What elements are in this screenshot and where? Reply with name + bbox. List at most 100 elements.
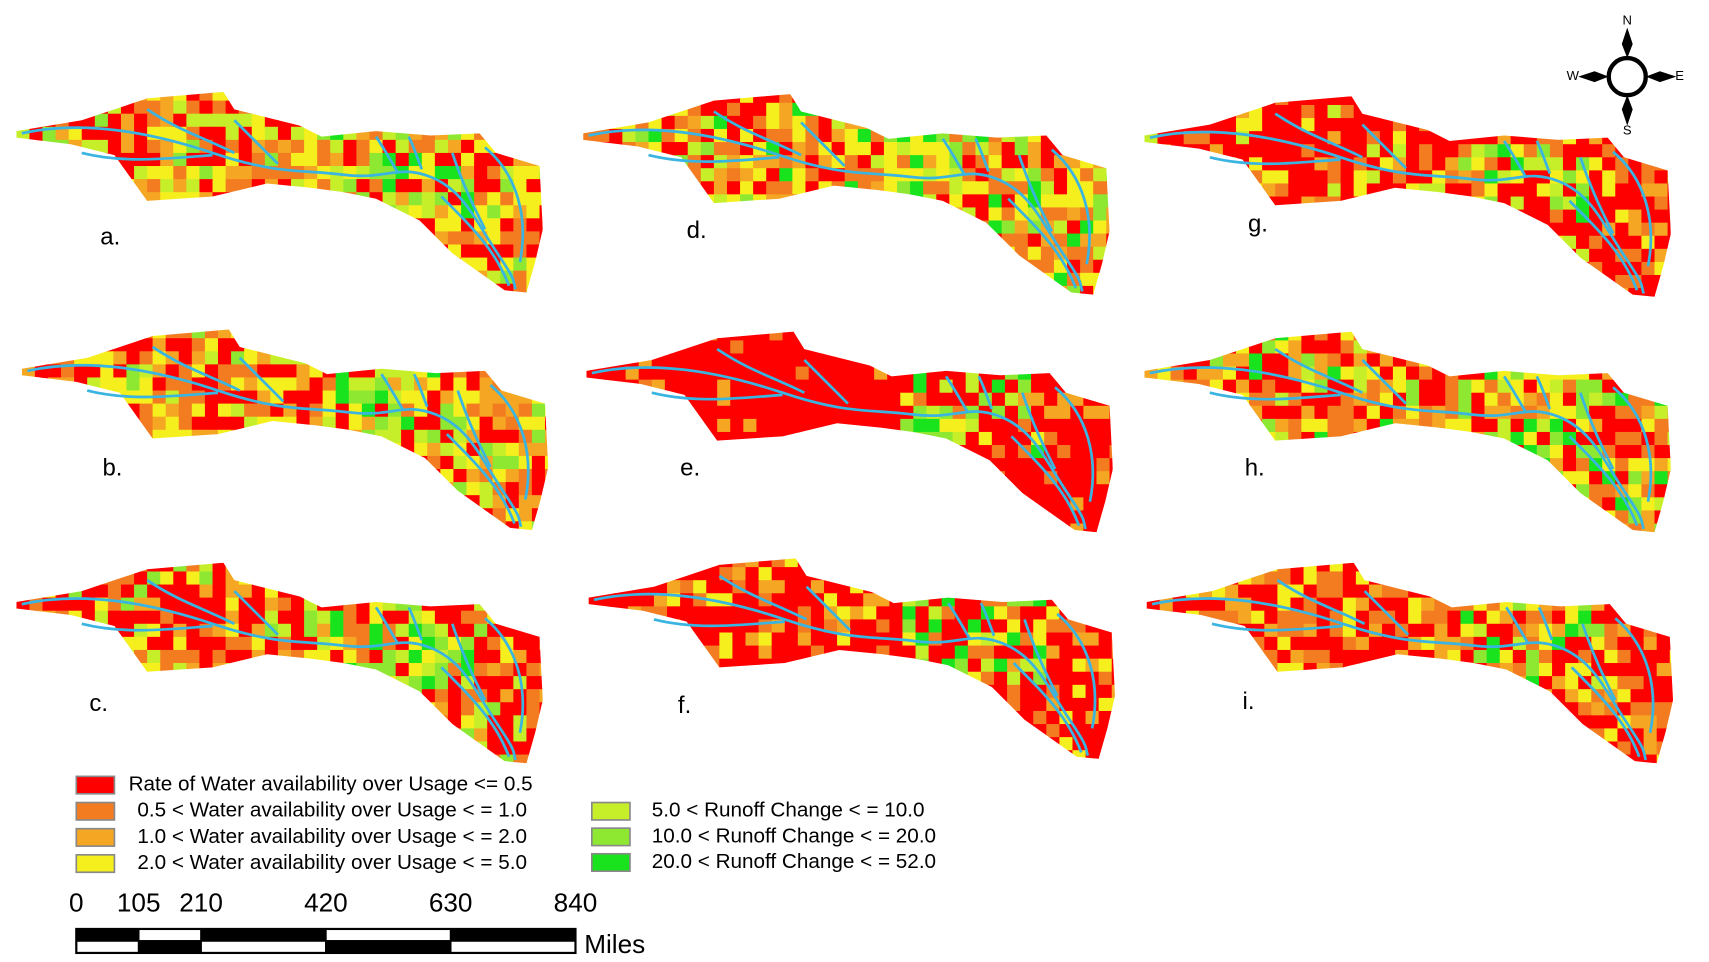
map-cell — [753, 234, 767, 248]
map-cell — [173, 179, 187, 193]
map-cell — [1007, 685, 1021, 699]
map-cell — [95, 676, 109, 690]
map-cell — [310, 430, 324, 444]
map-cell — [100, 508, 114, 522]
map-cell — [383, 689, 397, 703]
map-cell — [1484, 131, 1498, 145]
map-cell — [160, 231, 174, 245]
map-cell — [589, 672, 603, 686]
map-cell — [1106, 129, 1120, 143]
map-cell — [349, 430, 363, 444]
map-cell — [1563, 406, 1577, 420]
map-cell — [717, 380, 731, 394]
map-cell — [35, 469, 49, 483]
map-cell — [822, 327, 836, 341]
map-cell — [369, 284, 383, 298]
map-cell — [1002, 273, 1016, 287]
map-cell — [427, 508, 441, 522]
map-cell — [936, 247, 950, 261]
map-cell — [493, 351, 507, 365]
map-cell — [147, 192, 161, 206]
map-cell — [74, 325, 88, 339]
map-cell — [1354, 183, 1368, 197]
map-cell — [134, 284, 148, 298]
map-cell — [506, 364, 520, 378]
map-cell — [688, 142, 702, 156]
map-cell — [1576, 327, 1590, 341]
map-cell — [981, 554, 995, 568]
map-cell — [706, 606, 720, 620]
map-cell — [1328, 183, 1342, 197]
map-cell — [43, 218, 57, 232]
map-cell — [35, 482, 49, 496]
map-cell — [532, 456, 546, 470]
map-cell — [1099, 554, 1113, 568]
map-cell — [1511, 340, 1525, 354]
map-cell — [87, 404, 101, 418]
map-cell — [1550, 249, 1564, 263]
map-cell — [1096, 471, 1110, 485]
map-cell — [69, 663, 83, 677]
cells — [1144, 327, 1681, 537]
map-cell — [513, 166, 527, 180]
map-cell — [1057, 524, 1071, 538]
map-cell — [383, 585, 397, 599]
map-cell — [173, 689, 187, 703]
map-cell — [356, 231, 370, 245]
map-cell — [409, 741, 423, 755]
map-cell — [1106, 168, 1120, 182]
map-cell — [824, 724, 838, 738]
map-cell — [244, 338, 258, 352]
map-cell — [926, 484, 940, 498]
map-cell — [173, 284, 187, 298]
map-cell — [1668, 275, 1682, 289]
map-cell — [409, 715, 423, 729]
map-cell — [422, 258, 436, 272]
map-cell — [186, 663, 200, 677]
map-cell — [609, 234, 623, 248]
map-cell — [1367, 419, 1381, 433]
map-cell — [466, 364, 480, 378]
map-cell — [257, 495, 271, 509]
map-cell — [714, 234, 728, 248]
map-cell — [362, 364, 376, 378]
map-cell — [48, 417, 62, 431]
map-cell — [662, 90, 676, 104]
map-cell — [876, 567, 890, 581]
map-cell — [100, 404, 114, 418]
map-cell — [586, 380, 600, 394]
map-cell — [265, 127, 279, 141]
map-cell — [69, 611, 83, 625]
map-cell — [1432, 183, 1446, 197]
map-cell — [1033, 632, 1047, 646]
map-cell — [252, 728, 266, 742]
map-cell — [422, 728, 436, 742]
map-cell — [369, 88, 383, 102]
map-cell — [769, 497, 783, 511]
map-cell — [680, 567, 694, 581]
map-cell — [1262, 353, 1276, 367]
map-cell — [966, 524, 980, 538]
map-cell — [730, 471, 744, 485]
map-cell — [926, 406, 940, 420]
map-cell — [889, 685, 903, 699]
map-cell — [422, 127, 436, 141]
map-cell — [69, 258, 83, 272]
map-cell — [962, 260, 976, 274]
map-cell — [981, 646, 995, 660]
map-cell — [1354, 288, 1368, 302]
map-cell — [805, 260, 819, 274]
map-cell — [1511, 197, 1525, 211]
map-cell — [43, 153, 57, 167]
map-cell — [1419, 197, 1433, 211]
map-cell — [134, 179, 148, 193]
map-cell — [356, 192, 370, 206]
map-cell — [422, 598, 436, 612]
map-cell — [1458, 393, 1472, 407]
map-cell — [688, 260, 702, 274]
map-cell — [1184, 223, 1198, 237]
map-cell — [1524, 249, 1538, 263]
map-cell — [323, 325, 337, 339]
map-cell — [1471, 419, 1485, 433]
map-cell — [1005, 353, 1019, 367]
